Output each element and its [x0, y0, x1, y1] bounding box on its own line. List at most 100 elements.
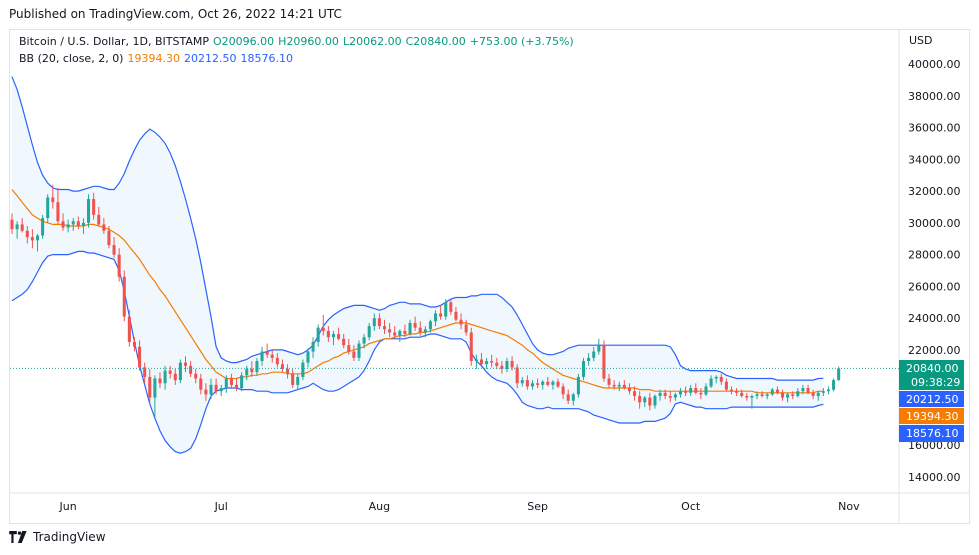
candle [791, 391, 795, 400]
candle-body [35, 235, 40, 241]
candle-body [41, 218, 45, 236]
candle-body [56, 202, 60, 222]
candle [398, 329, 402, 342]
candle-body [413, 322, 417, 328]
candle-body [541, 381, 545, 385]
candle [719, 373, 723, 385]
candle-body [173, 373, 177, 381]
candle-body [229, 378, 233, 385]
high-label: H [278, 35, 287, 48]
candle [219, 384, 223, 396]
candle-body [291, 373, 295, 385]
candle [821, 388, 825, 396]
candle-body [806, 388, 810, 393]
candle-body [321, 327, 325, 331]
candle-body [163, 370, 167, 384]
candle-body [138, 346, 142, 368]
candle [30, 229, 34, 249]
candle [612, 380, 616, 390]
candle [102, 218, 106, 234]
candle [158, 372, 162, 389]
candle-body [296, 376, 300, 385]
candle [694, 383, 698, 395]
candle [673, 392, 677, 401]
candle-body [571, 394, 575, 401]
candle-body [439, 313, 443, 317]
candle-body [444, 302, 448, 317]
bollinger-bands [11, 76, 824, 454]
candle [240, 372, 244, 392]
candle-body [597, 345, 601, 352]
candle-body [729, 389, 734, 392]
candles [10, 184, 899, 417]
candle-body [15, 224, 19, 230]
candle [765, 392, 769, 400]
candle [536, 378, 540, 389]
candle [153, 375, 157, 417]
low-label: L [342, 35, 350, 48]
candle-body [770, 389, 774, 395]
candle [806, 384, 810, 395]
open-label: O [212, 35, 222, 48]
y-tick-label: 38000.00 [908, 90, 961, 103]
candle-body [821, 391, 825, 393]
price-tag-label: 19394.30 [906, 410, 959, 423]
candle [229, 373, 233, 389]
candle-body [796, 391, 800, 396]
candle-body [199, 378, 203, 390]
candle [112, 237, 116, 258]
candle-body [87, 199, 91, 223]
candle [755, 391, 759, 400]
candle [622, 380, 626, 390]
candle [168, 365, 172, 379]
candle-body [189, 365, 193, 374]
candle [66, 219, 70, 233]
candle-body [286, 368, 290, 374]
candle-body [775, 389, 779, 393]
candle [270, 349, 274, 363]
candle-body [76, 221, 80, 227]
candle [306, 348, 310, 368]
candle [408, 319, 412, 336]
candle [337, 327, 341, 341]
price-tag-box [899, 425, 964, 442]
candle-body [428, 321, 432, 330]
candle [479, 353, 483, 368]
candle [505, 357, 509, 373]
candle [331, 330, 336, 346]
candle [760, 391, 764, 398]
price-tag: 19394.30 [899, 408, 964, 424]
candle-body [781, 392, 785, 398]
candle-body [627, 388, 631, 392]
price-tag: 20212.50 [899, 391, 964, 407]
close-label: C [405, 35, 414, 48]
price-tag-label: 18576.10 [906, 427, 959, 440]
candle-body [546, 381, 550, 385]
candle [163, 365, 167, 390]
candle-body [372, 318, 376, 327]
candle-body [643, 397, 647, 403]
candle-body [454, 311, 458, 320]
candle-body [107, 230, 111, 246]
candle [786, 392, 790, 403]
candle-body [490, 361, 494, 363]
candle [291, 368, 295, 389]
candle [653, 394, 657, 409]
candle [724, 378, 728, 392]
candle-body [566, 394, 570, 401]
y-tick-label: 40000.00 [908, 58, 961, 71]
bb-fill [12, 76, 824, 454]
candle-body [337, 334, 341, 339]
candle-body [469, 332, 473, 362]
candle-body [658, 392, 662, 396]
x-tick-label: Sep [527, 500, 548, 513]
candle [61, 213, 65, 231]
candle [495, 357, 499, 369]
candle [587, 353, 591, 366]
x-tick-label: Oct [681, 500, 701, 513]
candle [428, 319, 432, 333]
candle [444, 299, 448, 320]
candle [474, 354, 478, 369]
